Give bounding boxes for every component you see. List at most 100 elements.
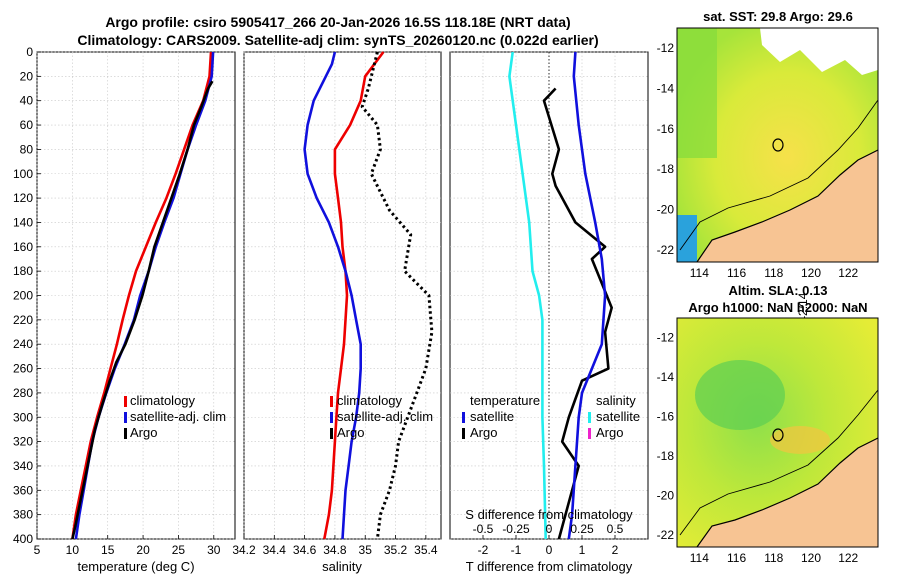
map-lat-tick-label: -20: [657, 203, 675, 217]
x-tick-label: -1: [511, 543, 522, 557]
map-lon-tick-label: 114: [690, 266, 709, 280]
legend-swatch-s-satellite: [588, 412, 591, 423]
series-argo: [71, 80, 214, 540]
series-argo: [360, 51, 434, 540]
depth-tick-label: 180: [13, 264, 33, 278]
sla-isobath: [679, 389, 879, 536]
depth-tick-label: 320: [13, 435, 33, 449]
depth-tick-label: 60: [20, 118, 34, 132]
temperature-panel: 0 20 40 60 80 100 120 140 160 180 200 220 240 260 280 3…: [13, 45, 454, 574]
depth-tick-label: 380: [13, 508, 33, 522]
depth-tick-label: 260: [13, 362, 33, 376]
map-lat-tick-label: -22: [657, 243, 675, 257]
sst-map: 114 116 118 120 122 -12 -14 -16 -18 -20 -22: [657, 27, 879, 280]
depth-tick-label: 300: [13, 410, 33, 424]
legend-label-argo: Argo: [337, 425, 364, 440]
legend-title-salinity: salinity: [596, 393, 636, 408]
x-tick-label: 34.6: [293, 543, 317, 557]
temperature-legend: climatology satellite-adj. clim Argo: [124, 393, 226, 440]
depth-tick-label: 340: [13, 459, 33, 473]
sst-axis-ticks: 114 116 118 120 122 -12 -14 -16 -18 -20 -22: [657, 41, 859, 280]
depth-tick-label: 80: [20, 142, 34, 156]
sst-cloud-mask: [760, 28, 878, 75]
x-tick-label: 1: [579, 543, 586, 557]
map-lon-tick-label: 118: [764, 551, 783, 565]
sst-coastline: [696, 149, 879, 263]
map-lon-tick-label: 118: [764, 266, 783, 280]
s-difference-tick-label: -0.5: [473, 522, 494, 536]
salinity-grid: [243, 51, 441, 540]
legend-label-t-satellite: satellite: [470, 409, 514, 424]
map-lat-tick-label: -18: [657, 449, 675, 463]
x-tick-label: 0: [546, 543, 553, 557]
map-lat-tick-label: -16: [657, 410, 675, 424]
sla-map-subtitle: Argo h1000: NaN h2000: NaN: [688, 300, 868, 315]
temperature-lines: [71, 51, 215, 540]
x-tick-label: 35.2: [384, 543, 408, 557]
x-tick-label: 15: [101, 543, 115, 557]
salinity-lines: [303, 51, 434, 540]
difference-legend-salinity: salinity satellite Argo: [588, 393, 640, 440]
map-lon-tick-label: 116: [727, 551, 746, 565]
x-tick-label: 25: [172, 543, 186, 557]
x-tick-label: 35.4: [414, 543, 438, 557]
sst-land: [697, 150, 878, 262]
map-lat-tick-label: -14: [657, 370, 675, 384]
temperature-grid: [36, 51, 235, 540]
s-difference-tick-label: 0.5: [607, 522, 624, 536]
legend-label-climatology: climatology: [130, 393, 196, 408]
depth-tick-label: 240: [13, 337, 33, 351]
x-tick-label: 10: [66, 543, 80, 557]
figure-title-line2: Climatology: CARS2009. Satellite-adj cli…: [77, 32, 599, 48]
s-difference-tick-label: -0.25: [502, 522, 530, 536]
legend-swatch-satellite: [124, 412, 127, 423]
map-lat-tick-label: -12: [657, 331, 675, 345]
sla-axis-ticks: 114 116 118 120 122 -12 -14 -16 -18 -20 -22: [657, 331, 859, 565]
legend-title-temperature: temperature: [470, 393, 540, 408]
legend-label-t-argo: Argo: [470, 425, 497, 440]
x-tick-label: -2: [478, 543, 489, 557]
depth-tick-label: 0: [26, 45, 33, 59]
s-difference-label: S difference from climatology: [465, 507, 633, 522]
sst-isobath: [679, 99, 879, 251]
depth-tick-label: 40: [20, 94, 34, 108]
map-lat-tick-label: -12: [657, 41, 675, 55]
map-lon-tick-label: 120: [801, 266, 821, 280]
difference-legend-temperature: temperature satellite Argo: [462, 393, 540, 440]
sla-coastline: [696, 437, 879, 548]
depth-tick-label: 220: [13, 313, 33, 327]
map-lon-tick-label: 114: [690, 551, 709, 565]
legend-swatch-t-satellite: [462, 412, 465, 423]
map-lon-tick-label: 122: [838, 551, 858, 565]
map-lat-tick-label: -16: [657, 122, 675, 136]
x-tick-label: 5: [34, 543, 41, 557]
x-tick-label: 35: [359, 543, 373, 557]
sla-land: [697, 438, 878, 547]
map-lat-tick-label: -18: [657, 162, 675, 176]
map-lat-tick-label: -20: [657, 489, 675, 503]
salinity-x-axis: 34.2 34.4 34.6 34.8 35 35.2 35.4: [232, 535, 438, 557]
legend-label-argo: Argo: [130, 425, 157, 440]
salinity-difference-ticks: -0.5 -0.25 0 0.25 0.5: [473, 522, 624, 536]
series-climatology: [71, 51, 213, 540]
map-lat-tick-label: -14: [657, 82, 675, 96]
sla-low-patch: [695, 360, 785, 430]
salinity-legend: climatology satellite-adj. clim Argo: [330, 393, 433, 440]
depth-tick-label: 280: [13, 386, 33, 400]
salinity-panel: 34.2 34.4 34.6 34.8 35 35.2 35.4 salinity clim…: [232, 51, 442, 574]
x-tick-label: 34.4: [263, 543, 287, 557]
depth-tick-label: 20: [20, 69, 34, 83]
sla-map-title: Altim. SLA: 0.13: [728, 283, 828, 298]
sst-map-frame: [676, 27, 879, 263]
legend-label-satellite: satellite-adj. clim: [337, 409, 433, 424]
x-tick-label: 34.2: [232, 543, 256, 557]
sst-cool-patch: [677, 28, 717, 158]
temperature-x-axis: 5 10 15 20 25 30: [34, 535, 221, 557]
legend-label-climatology: climatology: [337, 393, 403, 408]
legend-swatch-satellite: [330, 412, 333, 423]
salinity-xlabel: salinity: [322, 559, 362, 574]
depth-axis: 0 20 40 60 80 100 120 140 160 180 200 220 240 260 280 3…: [13, 45, 454, 546]
depth-tick-label: 100: [13, 167, 33, 181]
x-tick-label: 20: [136, 543, 150, 557]
